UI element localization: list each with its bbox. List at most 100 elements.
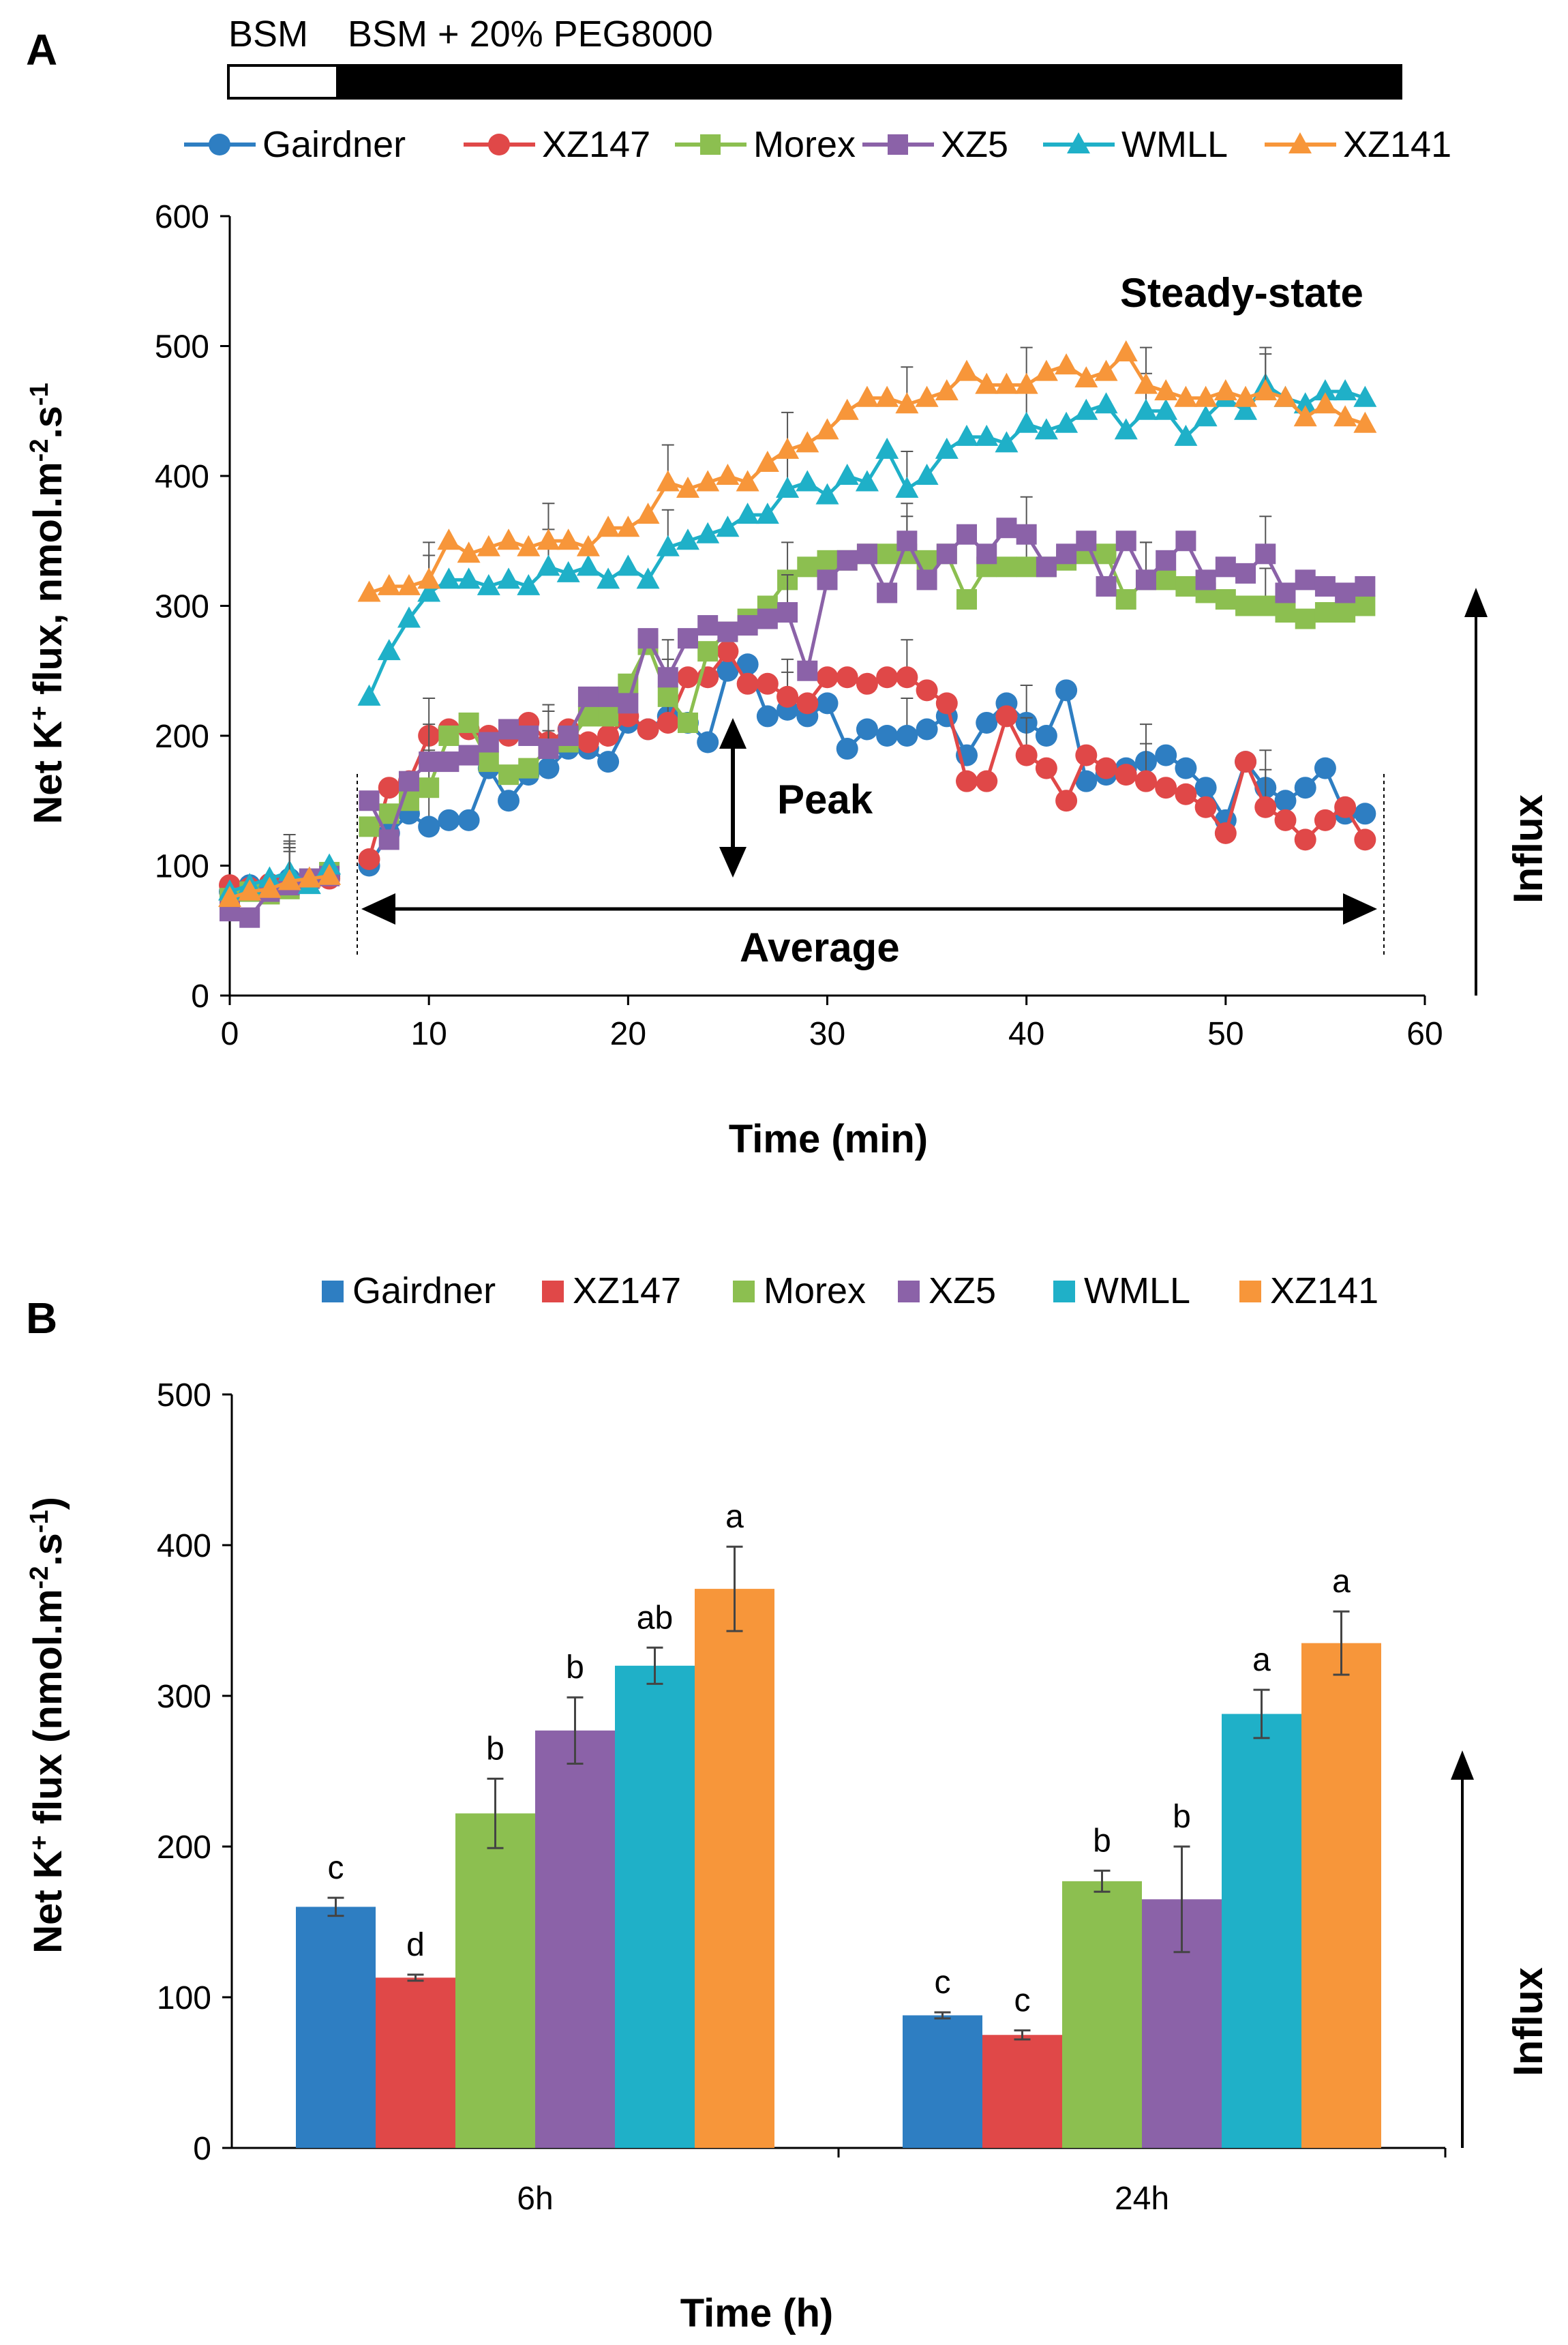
average-arrow-head-right (1343, 893, 1377, 925)
data-point-xz5 (996, 518, 1017, 539)
data-point-gairdner (756, 705, 779, 728)
data-point-wmll (1154, 398, 1178, 420)
legend-label: Gairdner (352, 1270, 496, 1311)
data-point-xz141 (1034, 359, 1058, 381)
data-point-xz147 (1294, 828, 1316, 851)
data-point-xz5 (737, 615, 758, 636)
data-point-xz141 (1154, 379, 1178, 401)
data-point-xz5 (1235, 563, 1256, 584)
data-point-xz5 (877, 582, 898, 603)
data-point-xz147 (1134, 770, 1157, 792)
data-point-morex (1255, 595, 1276, 616)
legend-label: Morex (764, 1270, 866, 1311)
legend-label: XZ141 (1343, 124, 1451, 165)
data-point-wmll (597, 567, 620, 589)
annotations-panel-a: Steady-state Peak Average Influx (357, 270, 1551, 996)
y-tick-label-a: 500 (155, 329, 209, 365)
data-point-morex (1016, 556, 1037, 578)
data-point-morex (598, 706, 619, 727)
data-point-morex (1235, 595, 1256, 616)
data-point-xz5 (1215, 556, 1236, 578)
legend-marker (888, 134, 908, 155)
data-point-xz147 (736, 672, 759, 695)
average-arrow-head-left (361, 893, 395, 925)
data-point-xz141 (377, 573, 401, 595)
x-axis-title-a: Time (min) (729, 1117, 928, 1161)
legend-item-wmll: WMLL (1043, 124, 1228, 165)
data-point-xz5 (956, 524, 978, 545)
bar-xz141-6h (695, 1589, 774, 2148)
data-point-xz147 (816, 666, 839, 689)
data-point-gairdner (697, 731, 719, 753)
significance-letter: b (486, 1731, 504, 1767)
data-point-xz147 (796, 692, 819, 715)
data-point-xz5 (1036, 556, 1057, 578)
data-point-wmll (556, 561, 580, 582)
data-point-morex (797, 556, 818, 578)
legend-item-morex: Morex (675, 124, 856, 165)
legend-panel-b: Gairdner XZ147 Morex XZ5 WMLL XZ141 (322, 1270, 1378, 1311)
y-title-b-part1: Net K (26, 1850, 70, 1954)
y-title-b-part4: ) (26, 1497, 70, 1510)
data-point-wmll (1174, 424, 1198, 446)
data-point-morex (677, 712, 698, 733)
series-xz141 (218, 340, 1377, 908)
data-point-xz147 (976, 770, 998, 792)
data-point-xz5 (1156, 550, 1177, 571)
data-point-xz141 (835, 398, 859, 420)
y-title-b-sup2: -2 (25, 1566, 54, 1589)
data-point-xz141 (776, 437, 800, 459)
bar-gairdner-6h (296, 1907, 376, 2148)
data-point-xz141 (457, 541, 481, 563)
data-point-morex (1096, 543, 1117, 565)
data-point-xz147 (856, 672, 878, 695)
category-label: 6h (517, 2181, 553, 2217)
data-point-xz147 (1035, 757, 1057, 779)
data-point-xz5 (1056, 543, 1077, 565)
significance-letter: c (328, 1850, 344, 1886)
legend-label: XZ147 (542, 124, 650, 165)
y-title-b-sup1: + (25, 1835, 54, 1850)
data-point-xz147 (1095, 757, 1117, 779)
data-point-xz141 (1254, 379, 1278, 401)
data-point-wmll (517, 573, 541, 595)
data-point-wmll (1194, 405, 1218, 427)
treatment-bar-peg (336, 64, 1402, 100)
series-group-panel-a (218, 340, 1377, 928)
data-point-xz5 (777, 602, 798, 623)
legend-item-wmll: WMLL (1053, 1270, 1190, 1311)
data-point-xz5 (1314, 576, 1336, 597)
data-point-wmll (1234, 398, 1258, 420)
data-point-xz141 (1293, 405, 1317, 427)
x-tick-label-a: 20 (610, 1016, 646, 1052)
data-point-xz147 (896, 666, 918, 689)
data-point-xz141 (238, 879, 262, 901)
data-point-xz5 (438, 751, 459, 773)
data-point-wmll (815, 483, 839, 505)
data-point-xz141 (995, 372, 1019, 394)
data-point-morex (419, 777, 440, 798)
data-point-xz141 (875, 385, 899, 407)
data-point-xz5 (1335, 582, 1356, 603)
data-point-xz147 (1254, 796, 1277, 818)
data-point-wmll (1074, 398, 1098, 420)
data-point-xz5 (697, 615, 719, 636)
data-point-xz141 (556, 528, 580, 550)
bar-gairdner-24h (903, 2015, 982, 2148)
data-point-xz147 (577, 731, 599, 753)
data-point-wmll (755, 503, 779, 524)
data-point-xz5 (239, 907, 260, 928)
treatment-label-peg: BSM + 20% PEG8000 (348, 14, 713, 55)
data-point-xz141 (576, 535, 600, 556)
data-point-xz147 (1334, 796, 1357, 818)
legend-swatch (898, 1281, 920, 1302)
data-point-xz5 (378, 829, 399, 850)
data-point-morex (657, 686, 678, 707)
data-point-xz141 (815, 418, 839, 440)
data-point-xz141 (297, 866, 321, 888)
legend-label: XZ5 (929, 1270, 996, 1311)
data-point-xz5 (1175, 531, 1196, 552)
data-point-xz147 (836, 666, 858, 689)
legend-item-xz147: XZ147 (464, 124, 650, 165)
